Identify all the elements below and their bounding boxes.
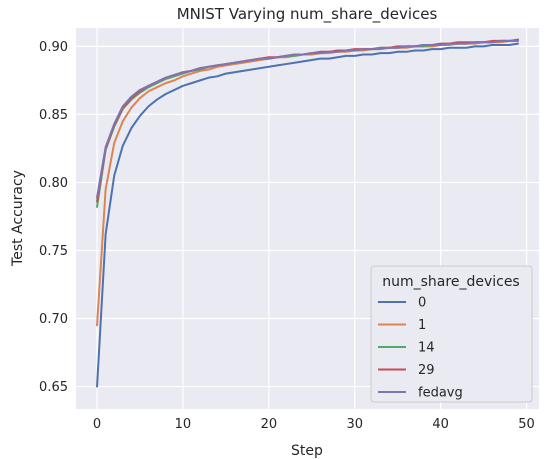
x-axis-label: Step — [291, 443, 323, 459]
legend-label-14: 14 — [418, 341, 435, 356]
legend: num_share_devices 0 1 14 29 fedavg — [370, 265, 533, 403]
x-tick-label: 20 — [261, 417, 278, 432]
legend-label-29: 29 — [418, 363, 435, 378]
x-tick-label: 10 — [175, 417, 192, 432]
series-line-fedavg — [96, 39, 519, 199]
legend-label-1: 1 — [418, 318, 426, 333]
y-tick-labels: 0.65 0.70 0.75 0.80 0.85 0.90 — [39, 40, 68, 395]
x-tick-label: 50 — [518, 417, 535, 432]
legend-label-fedavg: fedavg — [418, 386, 463, 401]
y-tick-label: 0.90 — [39, 40, 68, 55]
x-tick-label: 0 — [93, 417, 101, 432]
y-tick-label: 0.75 — [39, 244, 68, 259]
legend-box — [370, 265, 533, 403]
series-lines — [96, 38, 519, 388]
y-tick-label: 0.85 — [39, 108, 68, 123]
x-tick-labels: 0 10 20 30 40 50 — [93, 417, 535, 432]
series-line-0 — [96, 42, 519, 388]
legend-title: num_share_devices — [382, 274, 519, 290]
y-axis-label: Test Accuracy — [10, 170, 26, 267]
y-tick-label: 0.70 — [39, 312, 68, 327]
x-tick-label: 40 — [432, 417, 449, 432]
legend-label-0: 0 — [418, 296, 426, 311]
x-tick-label: 30 — [346, 417, 363, 432]
y-tick-label: 0.65 — [39, 380, 68, 395]
chart-title: MNIST Varying num_share_devices — [177, 5, 438, 24]
gridlines — [76, 28, 539, 409]
y-tick-label: 0.80 — [39, 176, 68, 191]
